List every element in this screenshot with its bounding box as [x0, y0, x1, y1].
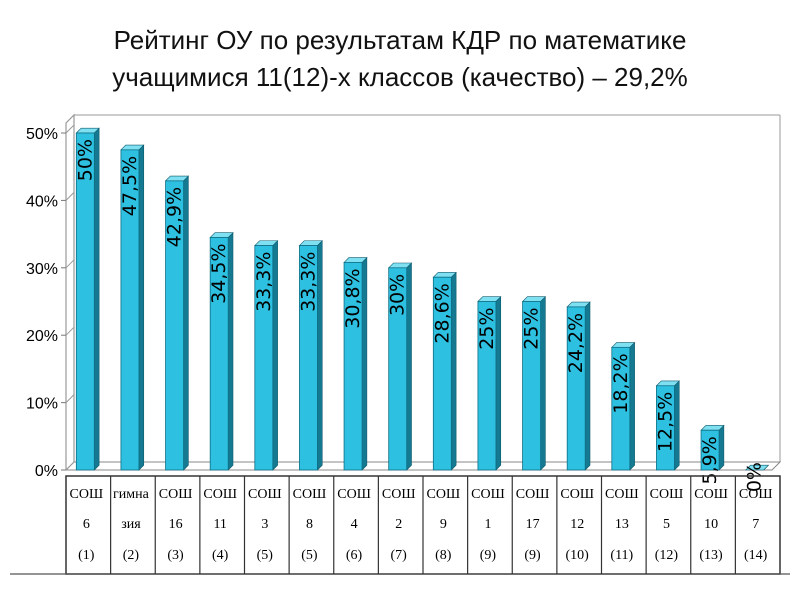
bar	[254, 245, 274, 471]
bar-value-label: 33,3%	[253, 252, 275, 312]
category-rank: (1)	[78, 548, 95, 563]
chart-title: Рейтинг ОУ по результатам КДР по математ…	[0, 22, 800, 96]
bar	[477, 301, 497, 471]
chart-title-line-1: Рейтинг ОУ по результатам КДР по математ…	[113, 25, 687, 55]
category-number: 5	[663, 517, 670, 532]
bar-value-label: 18,2%	[610, 353, 632, 413]
bar	[656, 385, 675, 471]
category-number: 17	[526, 517, 540, 532]
y-tick-depth	[65, 124, 75, 134]
category-school: СОШ	[650, 487, 684, 502]
y-tick-depth	[65, 461, 75, 471]
category-school: СОШ	[427, 487, 461, 502]
y-tick-label: 20%	[26, 328, 58, 345]
category-school: СОШ	[739, 487, 773, 502]
bar-value-label: 0%	[744, 462, 766, 492]
category-rank: (10)	[566, 548, 590, 563]
category-rank: (11)	[610, 548, 633, 563]
category-rank: (4)	[212, 548, 229, 563]
category-school: СОШ	[70, 487, 104, 502]
bar	[700, 429, 720, 471]
y-tick-label: 0%	[35, 463, 58, 480]
category-rank: (2)	[123, 548, 140, 563]
category-number: 4	[351, 517, 358, 532]
bar-value-label: 28,6%	[431, 283, 453, 343]
category-school: СОШ	[203, 487, 237, 502]
bar-value-label: 33,3%	[297, 252, 319, 312]
category-rank: (9)	[480, 548, 497, 563]
category-number: 16	[169, 517, 183, 532]
category-number: 10	[704, 517, 718, 532]
bar-value-label: 12,5%	[654, 392, 676, 452]
category-rank: (5)	[257, 548, 274, 563]
category-rank: (12)	[655, 548, 679, 563]
bar	[299, 245, 318, 471]
category-school: СОШ	[516, 487, 550, 502]
category-school: СОШ	[159, 487, 193, 502]
y-tick-label: 50%	[26, 126, 58, 143]
category-rank: (7)	[391, 548, 408, 563]
bar	[611, 346, 631, 471]
bar-value-label: 30%	[387, 274, 409, 316]
bar	[566, 306, 586, 471]
category-school: СОШ	[605, 487, 639, 502]
category-rank: (5)	[301, 548, 318, 563]
category-number: 9	[440, 517, 447, 532]
category-rank: (13)	[699, 548, 723, 563]
bar-top	[744, 464, 770, 471]
bar	[75, 132, 95, 471]
bar	[165, 180, 184, 471]
y-tick-label: 40%	[26, 193, 58, 210]
y-tick-depth	[65, 259, 75, 269]
category-rank: (6)	[346, 548, 363, 563]
category-number: 13	[615, 517, 629, 532]
category-number: 12	[570, 517, 584, 532]
y-tick-depth	[65, 192, 75, 201]
y-tick-label: 30%	[26, 261, 58, 278]
category-school: СОШ	[382, 487, 416, 502]
bar-value-label: 42,9%	[164, 187, 186, 247]
category-school: СОШ	[293, 487, 327, 502]
category-rank: (3)	[167, 548, 184, 563]
category-rank: (14)	[744, 548, 768, 563]
bar-value-label: 50%	[74, 139, 96, 181]
category-school: СОШ	[694, 487, 728, 502]
bar	[120, 149, 140, 471]
chart-title-line-2: учащимися 11(12)-х классов (качество) – …	[112, 62, 688, 92]
bar	[432, 276, 452, 471]
bar-value-label: 47,5%	[119, 156, 141, 216]
bar	[343, 262, 363, 471]
category-rank: (9)	[524, 548, 541, 563]
category-school: СОШ	[471, 487, 505, 502]
category-school: гимна	[113, 487, 150, 502]
category-number: 3	[261, 517, 268, 532]
bar-value-label: 24,2%	[565, 313, 587, 373]
category-school: СОШ	[560, 487, 594, 502]
category-school: СОШ	[337, 487, 371, 502]
back-wall-edge	[65, 113, 75, 470]
category-number: 8	[306, 517, 313, 532]
bar-value-label: 25%	[476, 308, 498, 350]
category-number: 7	[752, 517, 759, 532]
category-number: 11	[213, 517, 226, 532]
category-rank: (8)	[435, 548, 452, 563]
bar-value-label: 30,8%	[342, 268, 364, 328]
bar	[209, 237, 229, 471]
bar-value-label: 34,5%	[208, 243, 230, 303]
bar-value-label: 5,9%	[699, 436, 721, 484]
bar-value-label: 25%	[521, 308, 543, 350]
category-number: 1	[484, 517, 491, 532]
category-school: СОШ	[248, 487, 282, 502]
y-tick-depth	[65, 394, 75, 403]
category-number: 2	[395, 517, 402, 532]
y-tick-label: 10%	[26, 396, 58, 413]
bar	[388, 267, 408, 471]
category-number: зия	[121, 517, 141, 532]
bar	[522, 301, 541, 471]
y-tick-depth	[65, 326, 75, 336]
category-number: 6	[83, 517, 90, 532]
